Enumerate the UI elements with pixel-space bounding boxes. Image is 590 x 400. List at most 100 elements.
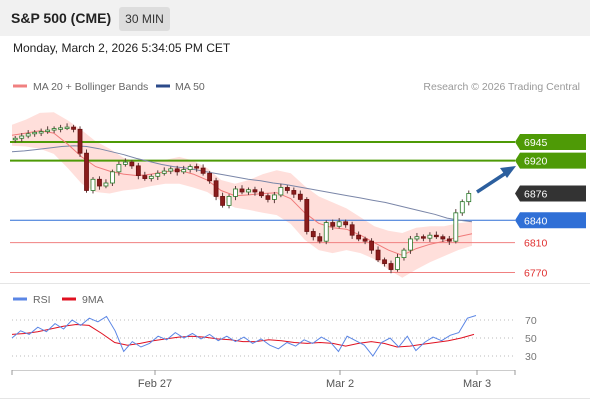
candle-up [148,175,154,179]
rsi-tick-70: 70 [525,315,537,327]
candle-down [174,168,180,173]
candle-down [433,234,439,238]
candle-down [317,236,323,242]
candle-down [330,222,336,227]
candle-down [135,165,141,176]
ma50-line [11,145,473,223]
candle-down [200,167,206,174]
candle-up [110,171,115,184]
price-tag-6920: 6920 [515,152,586,169]
price-tag-text: 6920 [524,156,548,168]
candle-down [369,240,374,251]
candle-up [187,166,193,170]
price-tag-bg [515,152,586,169]
candle-down [284,187,290,191]
candle-down [84,152,89,191]
candle-up [401,249,407,258]
price-tag-bg [515,134,586,150]
price-tag-bg [515,212,586,229]
price-tag-6840: 6840 [515,212,586,229]
candle-up [168,168,174,172]
timeframe-button[interactable]: 30 MIN [119,7,170,31]
candle-down [362,238,368,242]
chart-datetime: Monday, March 2, 2026 5:34:05 PM CET [13,41,231,55]
candle-up [12,137,18,141]
candle-up [453,212,459,242]
candle-up [246,189,251,193]
candle-up [122,161,128,165]
time-axis-label: Mar 3 [463,378,491,390]
instrument-title: S&P 500 (CME) [11,10,112,26]
candle-up [466,193,472,203]
price-tag-text: 6840 [524,215,548,227]
candle-down [239,188,245,193]
candle-down [388,263,394,270]
candle-down [207,172,213,182]
rsi-legend-label: RSI [33,294,51,306]
candle-down [213,180,219,197]
candle-down [291,190,297,195]
rsi-tick-50: 50 [525,333,537,345]
candle-up [414,236,420,240]
candle-down [310,231,316,238]
candle-down [71,126,76,130]
price-tag-6876: 6876 [515,185,586,202]
candle-up [323,222,329,242]
price-level-label-6770: 6770 [524,268,548,280]
candle-up [64,126,70,129]
chart-header: S&P 500 (CME) 30 MIN [0,0,590,36]
time-axis-label: Mar 2 [326,378,354,390]
bollinger-legend-swatch [13,84,27,88]
candle-down [356,234,362,240]
rsi-tick-30: 30 [525,351,537,363]
candle-down [304,199,310,232]
candle-down [349,224,355,236]
candle-down [265,195,271,200]
candle-down [446,238,452,242]
rsi-ma-legend-swatch [62,297,76,301]
candle-down [375,249,381,261]
candle-up [32,131,38,135]
price-level-label-6810: 6810 [524,238,548,250]
price-tag-text: 6876 [524,188,548,200]
bollinger-legend-label: MA 20 + Bollinger Bands [33,81,148,93]
time-axis-label: Feb 27 [138,378,172,390]
candle-up [161,170,167,174]
price-tag-6945: 6945 [515,134,586,150]
candle-down [97,178,102,187]
rsi-line [11,315,477,357]
candle-up [226,196,232,206]
candle-up [427,234,433,239]
candle-up [51,128,57,131]
candle-up [233,188,238,197]
candle-down [297,193,303,200]
candle-up [408,238,413,251]
candle-up [38,131,44,134]
candle-up [103,182,109,187]
candle-up [90,178,96,191]
candle-down [220,196,225,206]
candle-up [19,135,25,139]
price-tag-bg [515,185,586,202]
candle-up [395,257,400,270]
candle-up [459,201,465,214]
rsi-ma-line [11,323,475,348]
forecast-arrow-head [500,166,516,178]
candle-up [181,169,187,173]
ma50-legend-swatch [156,84,170,88]
research-credit: Research © 2026 Trading Central [423,81,580,93]
candle-up [271,194,277,200]
candle-down [382,259,387,264]
candle-down [194,166,200,169]
candle-up [58,127,63,130]
ma50-legend-label: MA 50 [175,81,205,93]
candle-up [278,187,284,196]
candle-up [45,129,51,132]
candle-down [343,221,349,226]
candle-up [25,133,31,137]
candle-down [77,128,83,154]
candle-down [440,236,446,240]
candle-down [129,161,135,167]
candle-up [155,172,161,177]
